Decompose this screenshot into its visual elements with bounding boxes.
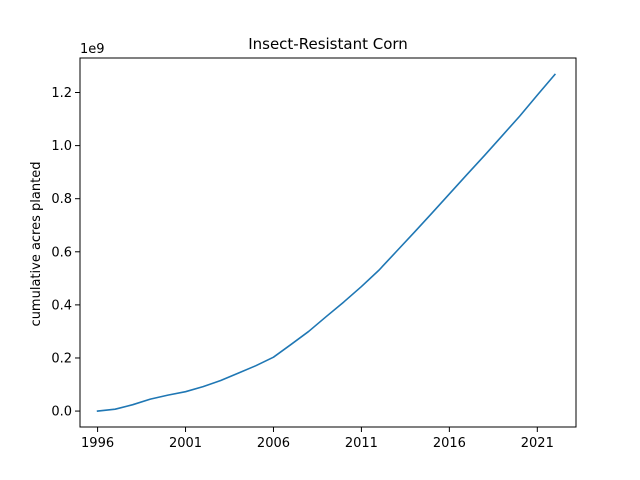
y-tick-label: 0.4 xyxy=(51,298,72,313)
x-tick-label: 1996 xyxy=(81,436,114,451)
plot-area xyxy=(96,73,557,412)
axis-ticks: 1996 2001 2006 2011 2016 2021 0.0 0.2 0.4 0.6 0.8 1… xyxy=(51,86,554,451)
x-tick-label: 2011 xyxy=(345,436,378,451)
chart-title: Insect-Resistant Corn xyxy=(248,35,408,53)
x-tick-label: 2021 xyxy=(521,436,554,451)
x-tick-label: 2001 xyxy=(169,436,202,451)
y-multiplier-label: 1e9 xyxy=(80,42,105,57)
y-tick-label: 1.0 xyxy=(51,139,72,154)
y-tick-label: 1.2 xyxy=(51,86,72,101)
y-tick-label: 0.6 xyxy=(51,245,72,260)
x-tick-label: 2016 xyxy=(433,436,466,451)
x-tick-label: 2006 xyxy=(257,436,290,451)
y-tick-label: 0.2 xyxy=(51,351,72,366)
y-tick-label: 0.0 xyxy=(51,405,72,420)
y-axis-label: cumulative acres planted xyxy=(29,162,44,327)
y-tick-label: 0.8 xyxy=(51,192,72,207)
series-line xyxy=(96,73,557,412)
axes-frame xyxy=(79,57,577,428)
